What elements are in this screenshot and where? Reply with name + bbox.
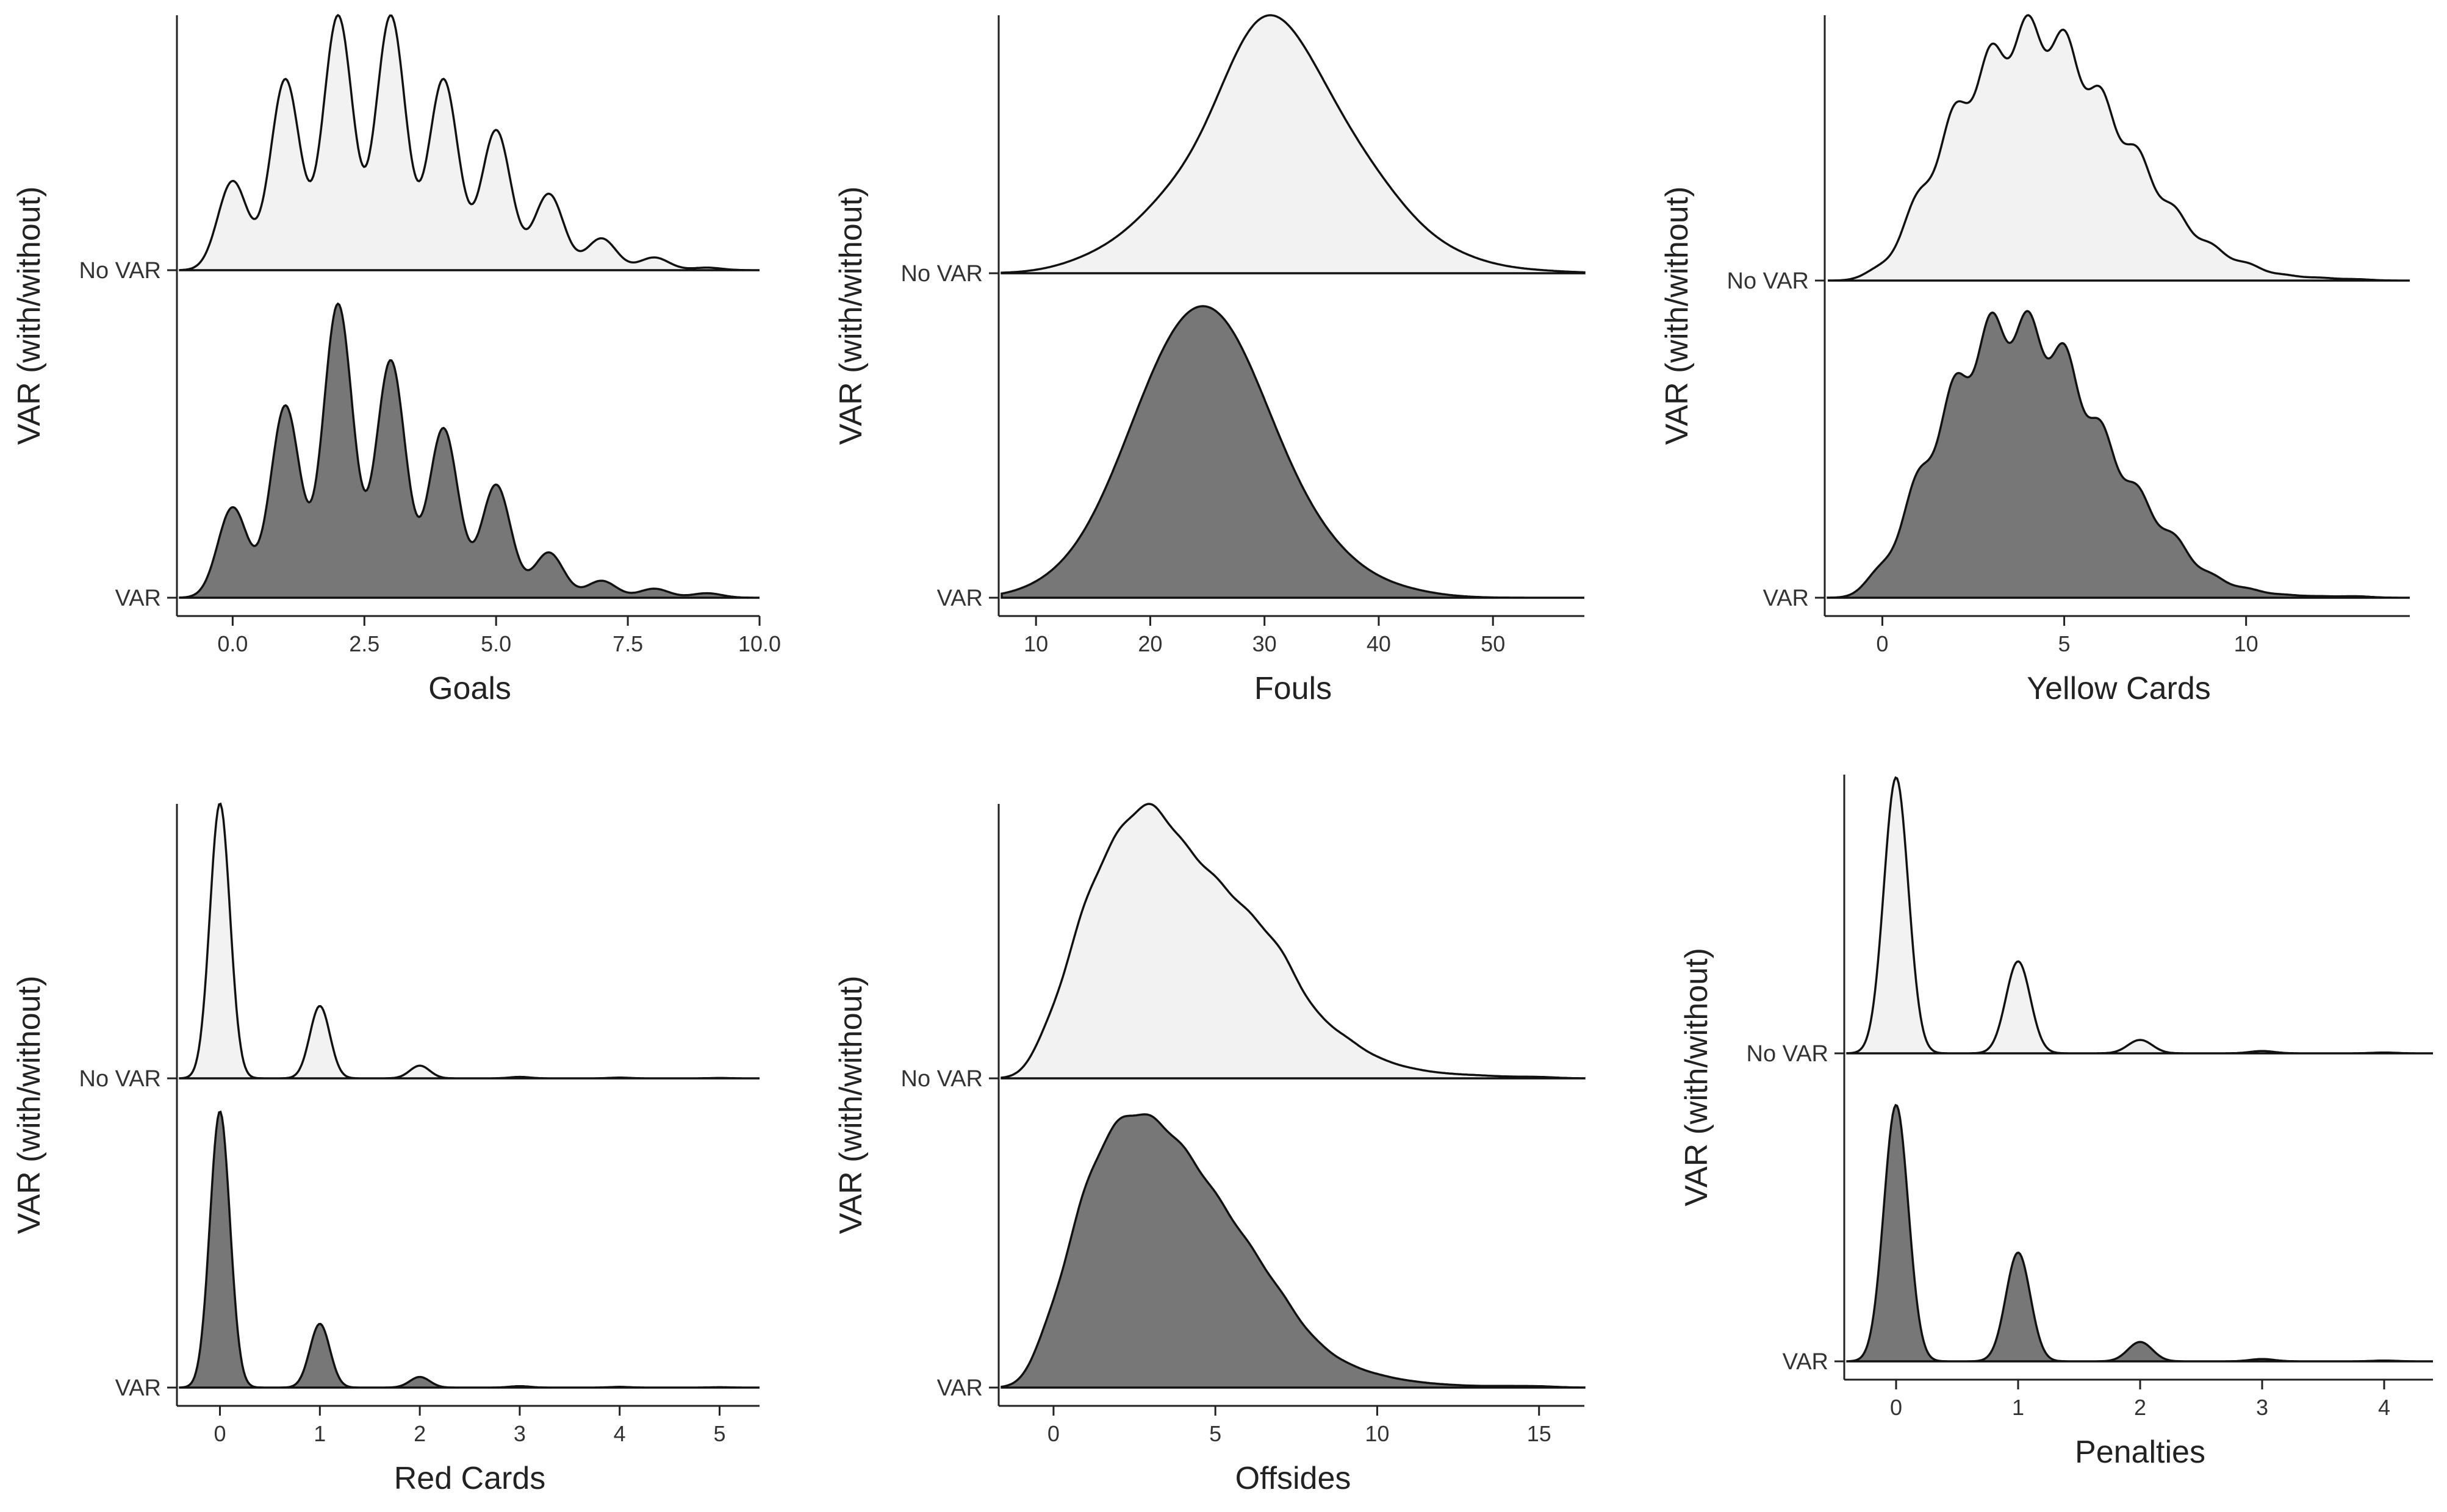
x-axis-label-fouls: Fouls: [1254, 671, 1332, 706]
panel-penalties: No VAR VAR 0 1 2 3 4 Penalties VAR (with/without…: [1679, 775, 2433, 1470]
x-axis-label-penalties: Penalties: [2075, 1435, 2205, 1470]
panel-offsides: No VAR VAR 0 5 10 15 Offsides VAR (with/without…: [833, 803, 1586, 1496]
x-tick-label-penalties-1: 1: [2012, 1395, 2024, 1420]
panel-fouls: No VAR VAR 10 20 30 40 50 Fouls VAR (with/withou…: [833, 14, 1586, 706]
x-tick-label-goals-2: 5.0: [481, 631, 511, 656]
x-tick-label-goals-1: 2.5: [349, 631, 379, 656]
x-axis-label-red-cards: Red Cards: [394, 1461, 546, 1496]
y-tick-label-var-penalties: VAR: [1783, 1349, 1828, 1375]
x-tick-label-fouls-0: 10: [1024, 631, 1048, 656]
x-tick-label-penalties-2: 2: [2134, 1395, 2146, 1420]
density-var-offsides: [1001, 1113, 1586, 1389]
density-no-var-yellow-cards: [1827, 14, 2410, 282]
y-tick-label-no-var-goals: No VAR: [79, 258, 161, 284]
y-axis-label-yellow-cards: VAR (with/without): [1659, 187, 1695, 445]
x-tick-label-goals-4: 10.0: [738, 631, 781, 656]
x-tick-label-yellow-cards-0: 0: [1876, 631, 1888, 656]
density-var-penalties: [1846, 1103, 2433, 1363]
x-tick-label-goals-0: 0.0: [217, 631, 248, 656]
y-tick-label-no-var-penalties: No VAR: [1747, 1041, 1828, 1067]
x-tick-label-red-cards-3: 3: [514, 1421, 526, 1446]
x-tick-label-penalties-4: 4: [2378, 1395, 2390, 1420]
x-axis-label-yellow-cards: Yellow Cards: [2027, 671, 2211, 706]
x-tick-label-red-cards-5: 5: [713, 1421, 725, 1446]
x-tick-label-fouls-2: 30: [1252, 631, 1277, 656]
y-axis-label-offsides: VAR (with/without): [833, 976, 869, 1234]
x-tick-label-red-cards-4: 4: [614, 1421, 626, 1446]
density-no-var-goals: [179, 13, 760, 271]
x-tick-label-penalties-0: 0: [1890, 1395, 1902, 1420]
y-tick-label-no-var-fouls: No VAR: [901, 261, 983, 287]
y-axis-label-penalties: VAR (with/without): [1679, 948, 1714, 1206]
x-tick-label-fouls-1: 20: [1138, 631, 1162, 656]
x-tick-label-red-cards-0: 0: [214, 1421, 226, 1446]
x-tick-label-red-cards-1: 1: [314, 1421, 326, 1446]
density-var-goals: [179, 302, 760, 599]
density-no-var-red-cards: [179, 802, 760, 1080]
y-axis-label-red-cards: VAR (with/without): [12, 976, 47, 1234]
y-tick-label-var-red-cards: VAR: [115, 1375, 161, 1401]
y-tick-label-var-offsides: VAR: [937, 1375, 983, 1401]
y-tick-label-var-fouls: VAR: [937, 586, 983, 611]
x-tick-label-offsides-0: 0: [1047, 1421, 1060, 1446]
x-tick-label-red-cards-2: 2: [414, 1421, 426, 1446]
y-tick-label-no-var-yellow-cards: No VAR: [1727, 268, 1809, 294]
y-axis-label-goals: VAR (with/without): [12, 187, 47, 445]
panel-red-cards: No VAR VAR 0 1 2 3 4 5 Red Cards VAR (with/withou…: [12, 802, 760, 1496]
y-tick-label-no-var-offsides: No VAR: [901, 1066, 983, 1092]
x-tick-label-offsides-1: 5: [1209, 1421, 1221, 1446]
density-var-fouls: [1001, 305, 1584, 599]
x-tick-label-penalties-3: 3: [2256, 1395, 2268, 1420]
density-no-var-penalties: [1846, 776, 2433, 1055]
x-axis-label-goals: Goals: [428, 671, 511, 706]
y-tick-label-var-yellow-cards: VAR: [1763, 586, 1809, 611]
density-var-red-cards: [179, 1110, 760, 1389]
x-axis-label-offsides: Offsides: [1235, 1461, 1351, 1496]
density-var-yellow-cards: [1827, 310, 2410, 599]
density-no-var-fouls: [1001, 14, 1586, 274]
x-tick-label-fouls-4: 50: [1481, 631, 1505, 656]
y-tick-label-no-var-red-cards: No VAR: [79, 1066, 161, 1092]
panel-yellow-cards: No VAR VAR 0 5 10 Yellow Cards VAR (with/witho…: [1659, 14, 2410, 706]
y-axis-label-fouls: VAR (with/without): [833, 187, 869, 445]
y-tick-label-var-goals: VAR: [115, 586, 161, 611]
x-tick-label-yellow-cards-1: 5: [2058, 631, 2071, 656]
panel-goals: No VAR VAR 0.0 2.5 5.0 7.5 10.0 Goals VAR (with/…: [12, 13, 781, 706]
x-tick-label-fouls-3: 40: [1367, 631, 1391, 656]
x-tick-label-offsides-2: 10: [1365, 1421, 1389, 1446]
x-tick-label-yellow-cards-2: 10: [2234, 631, 2258, 656]
density-no-var-offsides: [1001, 803, 1586, 1080]
x-tick-label-goals-3: 7.5: [613, 631, 643, 656]
x-tick-label-offsides-3: 15: [1527, 1421, 1551, 1446]
